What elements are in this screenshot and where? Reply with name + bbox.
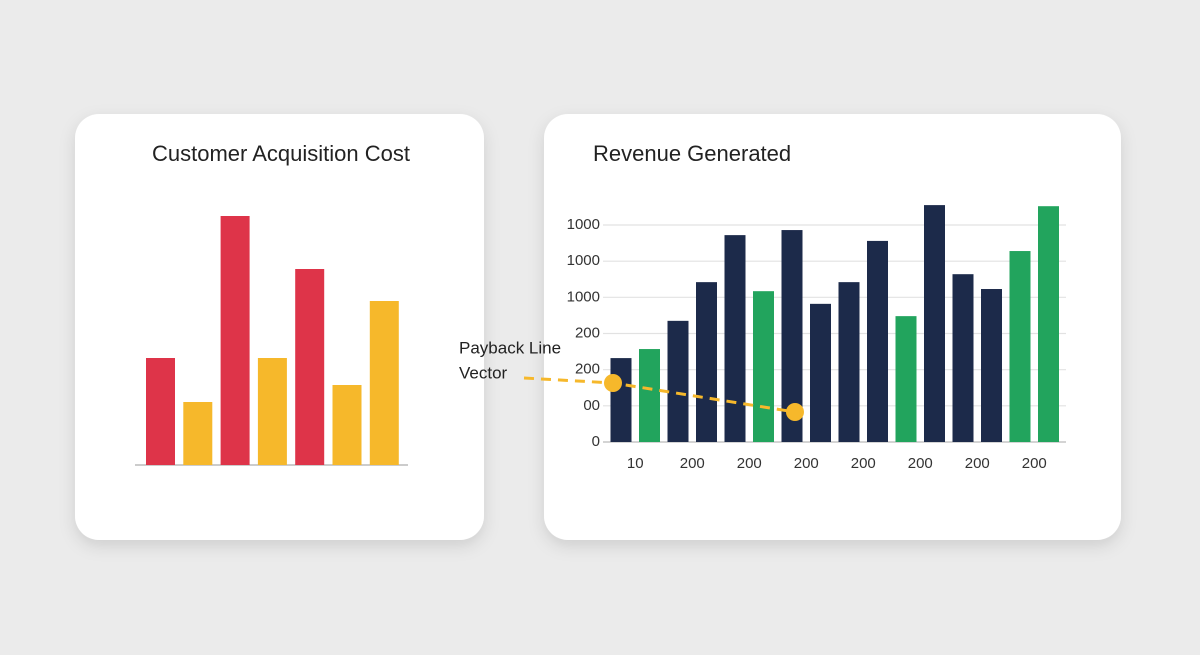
bar (895, 316, 917, 442)
x-tick-label: 200 (908, 455, 933, 472)
bar (667, 320, 689, 442)
annotation-text: Vector (459, 363, 508, 382)
card (544, 114, 1121, 540)
bar (369, 301, 399, 465)
bar (639, 349, 660, 442)
x-tick-label: 200 (1022, 455, 1047, 472)
annotation: Payback Line Vector (459, 338, 804, 421)
bar (838, 282, 860, 442)
marker (604, 374, 622, 392)
chart-title: Customer Acquisition Cost (152, 141, 410, 166)
y-tick-label: 1000 (567, 252, 600, 269)
bar (183, 402, 213, 465)
bar (810, 303, 831, 442)
x-tick-label: 200 (794, 455, 819, 472)
bar (724, 235, 746, 442)
y-tick-label: 00 (583, 397, 600, 414)
bar (867, 240, 888, 442)
bar (696, 282, 717, 442)
bar (332, 385, 362, 465)
bar (220, 216, 250, 465)
y-tick-label: 0 (592, 433, 600, 450)
y-tick-label: 200 (575, 361, 600, 378)
bar (753, 291, 774, 442)
bar (952, 274, 974, 442)
bar (781, 230, 803, 442)
y-tick-label: 200 (575, 324, 600, 341)
bar (257, 358, 287, 465)
x-tick-label: 200 (851, 455, 876, 472)
x-tick-label: 200 (965, 455, 990, 472)
bar (610, 358, 632, 442)
bar (1009, 251, 1031, 442)
bar (146, 358, 175, 465)
chart-title: Revenue Generated (593, 141, 791, 166)
x-tick-label: 10 (627, 455, 644, 472)
annotation-text: Payback Line (459, 338, 561, 357)
bar (924, 205, 945, 442)
card (75, 114, 484, 540)
bar (981, 289, 1002, 442)
bar (1038, 206, 1059, 442)
x-tick-label: 200 (680, 455, 705, 472)
x-tick-label: 200 (737, 455, 762, 472)
marker (786, 403, 804, 421)
bar (295, 269, 325, 465)
y-tick-label: 1000 (567, 288, 600, 305)
y-tick-label: 1000 (567, 216, 600, 233)
